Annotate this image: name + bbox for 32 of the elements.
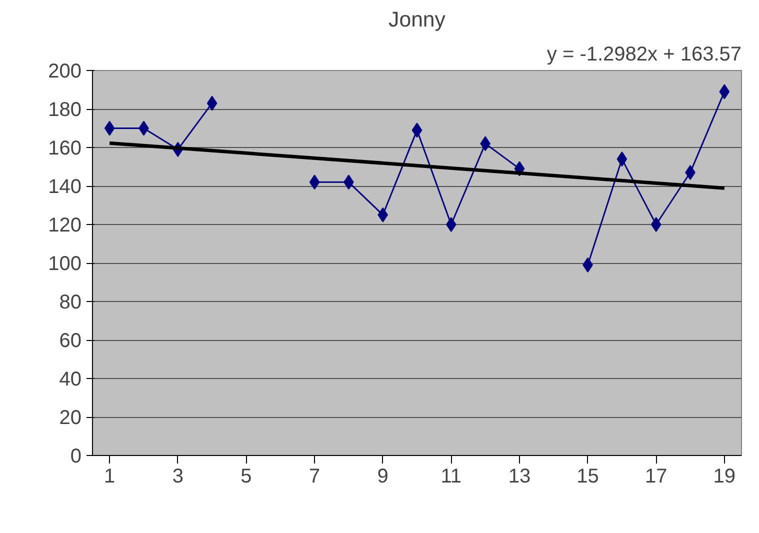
point: [206, 96, 218, 111]
y-tick-label: 40: [59, 368, 82, 390]
y-tick-label: 20: [59, 407, 82, 429]
x-tick-label: 17: [644, 466, 668, 488]
point: [104, 120, 115, 136]
x-tick-label: 3: [172, 466, 184, 488]
x-tick-label: 13: [508, 466, 531, 488]
x-tick-label: 15: [576, 466, 599, 488]
point: [309, 174, 320, 190]
y-tick-label: 0: [70, 446, 82, 468]
y-tick-label: 160: [48, 138, 82, 160]
y-tick-label: 140: [48, 176, 82, 198]
y-tick-label: 180: [48, 99, 82, 121]
x-tick-label: 1: [104, 466, 116, 488]
y-tick-label: 80: [59, 292, 82, 314]
point: [412, 122, 422, 138]
y-tick-label: 200: [48, 60, 82, 82]
y-tick-label: 60: [59, 330, 82, 352]
point: [650, 217, 662, 232]
text: y = -1.2982x + 163.57: [546, 44, 742, 66]
chart-title: Jonny: [388, 8, 446, 32]
point: [446, 217, 456, 232]
x-tick-label: 5: [240, 466, 252, 488]
x-tick-label: 7: [308, 466, 320, 488]
point: [616, 152, 628, 167]
y-tick-label: 120: [48, 214, 82, 236]
y-tick-label: 100: [48, 253, 82, 275]
point: [719, 84, 730, 100]
point: [378, 207, 388, 222]
x-tick-label: 19: [713, 466, 736, 488]
x-tick-label: 9: [377, 466, 388, 488]
x-tick-label: 11: [440, 466, 462, 488]
